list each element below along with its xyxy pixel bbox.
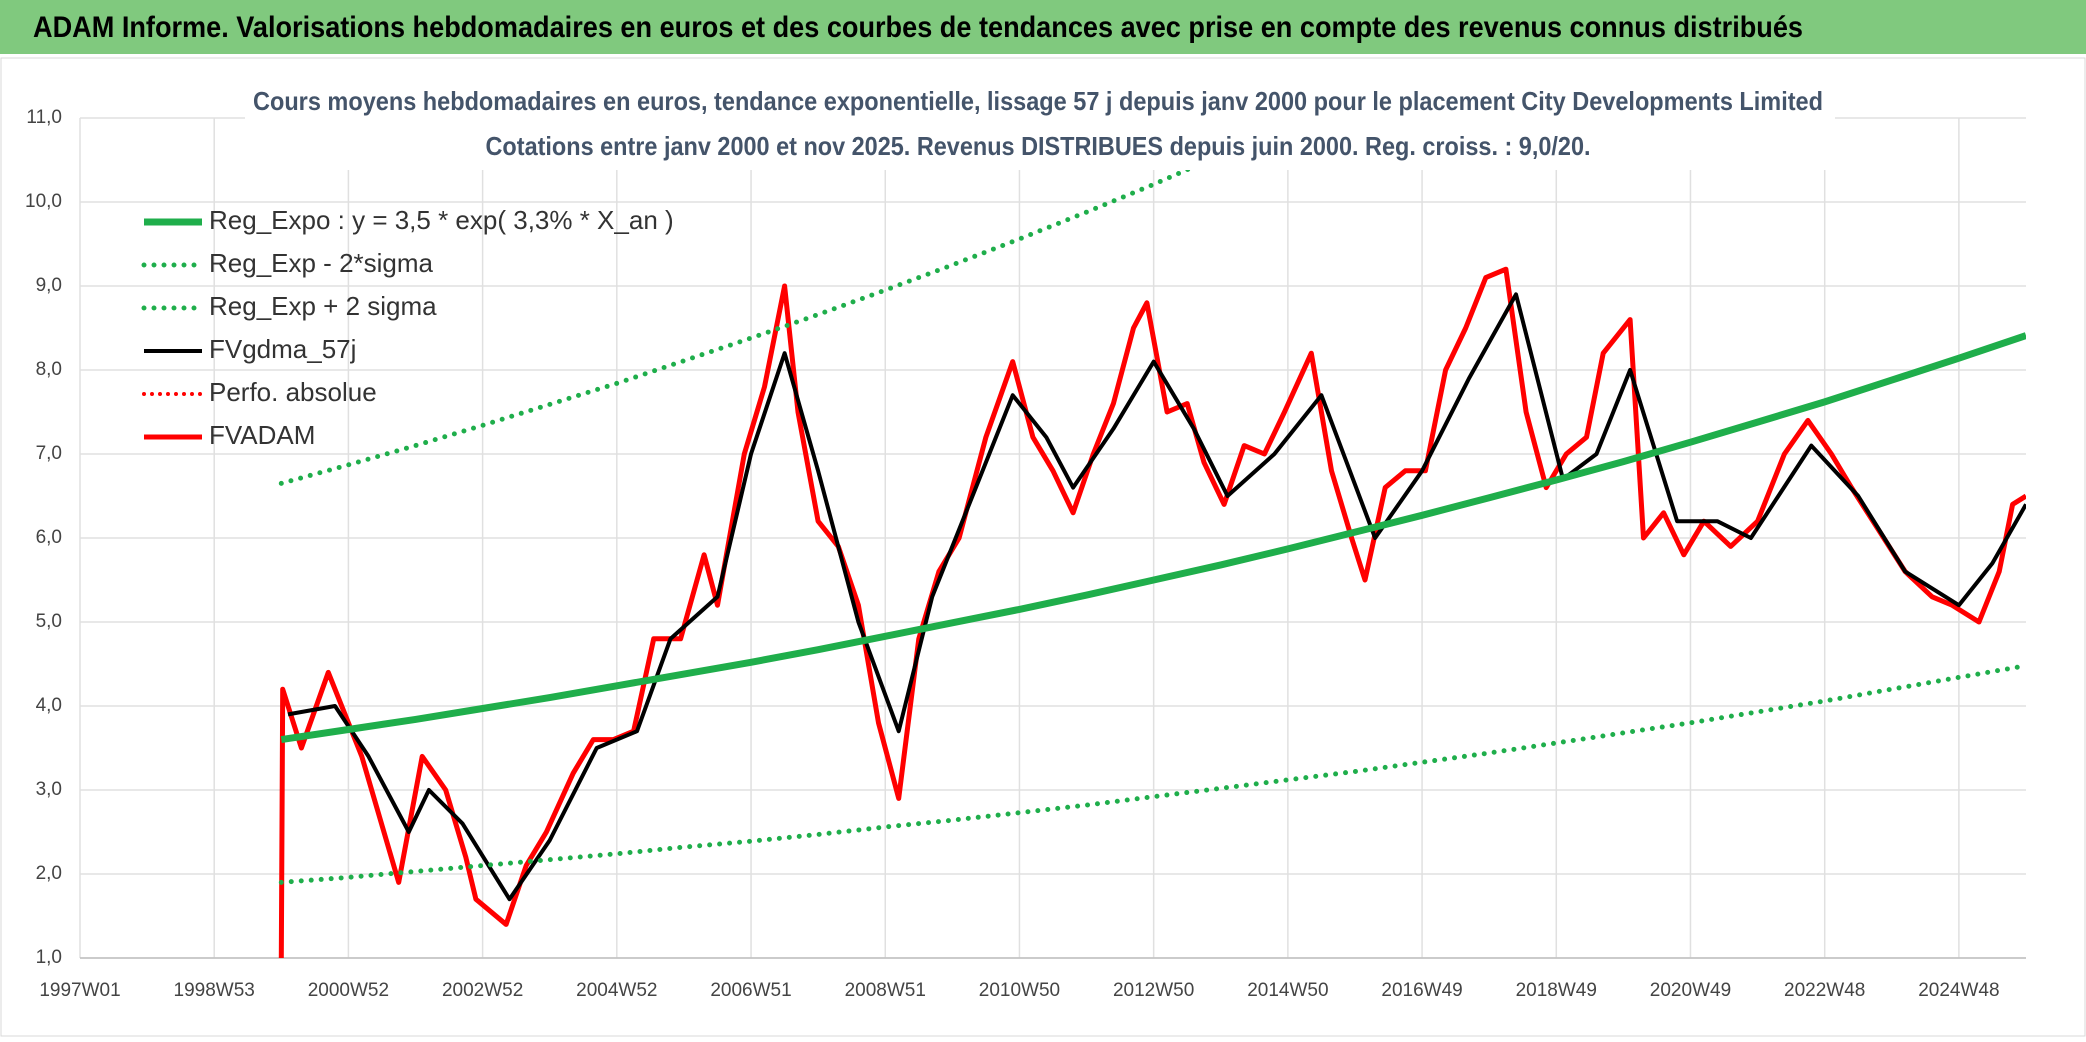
chart-title: Cours moyens hebdomadaires en euros, ten… [253,86,1823,116]
page-title: ADAM Informe. Valorisations hebdomadaire… [33,11,1803,44]
grid: 1,0 2,0 3,0 4,0 5,0 6,0 7,0 8,0 9,0 10,0 11,0 1997W… [25,107,2026,1001]
y-tick-label: 1,0 [36,947,62,968]
y-tick-label: 11,0 [26,107,62,128]
header-band [0,0,2086,54]
x-tick-label: 2002W52 [442,980,523,1001]
plot-lines [278,118,2026,958]
y-tick-label: 7,0 [36,443,62,464]
y-tick-label: 9,0 [36,275,62,296]
legend: Reg_Expo : y = 3,5 * exp( 3,3% * X_an ) R… [141,205,674,450]
x-tick-label: 2004W52 [576,980,657,1001]
y-tick-label: 3,0 [36,779,62,800]
y-tick-label: 5,0 [36,611,62,632]
series-line [287,292,2026,902]
legend-label: Reg_Exp - 2*sigma [209,248,434,278]
frame [0,57,2086,1037]
legend-label: FVgdma_57j [209,334,356,364]
x-tick-label: 2008W51 [845,980,926,1001]
y-tick-label: 2,0 [36,863,62,884]
series-line [280,332,2026,744]
x-tick-label: 2014W50 [1247,980,1328,1001]
y-tick-label: 6,0 [36,527,62,548]
legend-label: Reg_Exp + 2 sigma [209,291,437,321]
y-tick-label: 10,0 [25,191,62,212]
series-line [278,663,2026,885]
title-box [245,84,1835,170]
x-tick-label: 2000W52 [308,980,389,1001]
y-tick-label: 8,0 [36,359,62,380]
series-line [278,266,2026,958]
legend-label: FVADAM [209,420,315,450]
x-tick-label: 2006W51 [710,980,791,1001]
x-tick-label: 2016W49 [1381,980,1462,1001]
legend-label: Perfo. absolue [209,377,377,407]
chart-subtitle: Cotations entre janv 2000 et nov 2025. R… [486,131,1591,161]
x-tick-label: 2020W49 [1650,980,1731,1001]
y-tick-label: 4,0 [36,695,62,716]
x-tick-label: 1997W01 [39,980,120,1001]
x-tick-label: 2012W50 [1113,980,1194,1001]
x-tick-label: 2022W48 [1784,980,1865,1001]
legend-label: Reg_Expo : y = 3,5 * exp( 3,3% * X_an ) [209,205,674,235]
x-tick-label: 2018W49 [1516,980,1597,1001]
x-tick-label: 2024W48 [1918,980,1999,1001]
x-tick-label: 2010W50 [979,980,1060,1001]
x-tick-label: 1998W53 [174,980,255,1001]
